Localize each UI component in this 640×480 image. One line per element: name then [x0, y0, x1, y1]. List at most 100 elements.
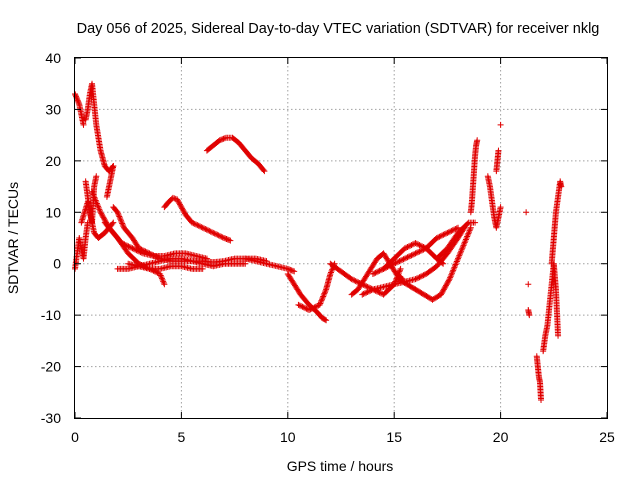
- y-tick-label: 20: [45, 153, 61, 169]
- data-point-marker: [153, 253, 160, 260]
- x-tick-label: 10: [280, 429, 296, 445]
- series-arc-x: [467, 137, 481, 216]
- data-point-marker: [381, 265, 388, 272]
- data-point-marker: [96, 206, 103, 213]
- data-point-marker: [448, 270, 455, 277]
- data-point-marker: [417, 273, 424, 280]
- data-point-marker: [314, 303, 321, 310]
- data-point-marker: [298, 303, 305, 310]
- data-point-marker: [433, 235, 440, 241]
- data-point-marker: [412, 240, 419, 247]
- data-point-marker: [100, 214, 107, 221]
- data-point-marker: [323, 317, 330, 324]
- data-point-marker: [375, 289, 382, 295]
- data-point-marker: [383, 264, 390, 271]
- data-point-marker: [117, 216, 124, 223]
- data-point-marker: [352, 278, 359, 285]
- data-point-marker: [174, 197, 181, 204]
- data-point-marker: [437, 233, 444, 240]
- data-point-marker: [116, 214, 123, 221]
- data-point-marker: [92, 197, 99, 204]
- data-point-marker: [459, 245, 466, 252]
- data-point-marker: [395, 258, 402, 265]
- series-arc-m: [203, 134, 268, 175]
- data-point-marker: [215, 232, 222, 239]
- data-point-marker: [201, 225, 208, 232]
- data-point-marker: [391, 260, 398, 267]
- data-point-marker: [465, 229, 472, 236]
- data-point-marker: [179, 206, 186, 213]
- data-point-marker: [115, 210, 122, 217]
- data-point-marker: [319, 294, 326, 301]
- data-point-marker: [221, 135, 228, 142]
- data-point-marker: [321, 289, 328, 296]
- data-point-marker: [126, 244, 133, 250]
- y-tick-label: -10: [41, 307, 61, 323]
- data-point-marker: [449, 227, 456, 234]
- axis-ticks: 0 5 10 15 20 25 -30 -20 -10 0 10 20 30 40: [41, 50, 615, 445]
- data-point-marker: [442, 282, 449, 289]
- data-point-marker: [443, 230, 450, 237]
- series-arc-ab: [533, 353, 545, 403]
- data-point-marker: [439, 232, 446, 239]
- series-arc-a: [72, 219, 91, 272]
- data-point-marker: [94, 201, 101, 208]
- data-point-marker: [98, 210, 105, 217]
- data-point-marker: [118, 217, 125, 224]
- data-point-marker: [538, 397, 545, 403]
- data-marks: [72, 80, 565, 403]
- data-point-marker: [526, 312, 533, 319]
- x-tick-label: 5: [178, 429, 186, 445]
- data-point-marker: [203, 226, 210, 233]
- data-point-marker: [327, 269, 334, 276]
- data-point-marker: [380, 265, 387, 272]
- data-point-marker: [525, 281, 532, 288]
- data-point-marker: [413, 240, 420, 247]
- data-point-marker: [218, 233, 225, 240]
- data-point-marker: [416, 274, 423, 281]
- x-tick-label: 25: [599, 429, 615, 445]
- data-point-marker: [261, 168, 268, 175]
- data-point-marker: [288, 267, 295, 274]
- data-point-marker: [442, 283, 449, 290]
- data-point-marker: [409, 251, 416, 258]
- data-point-marker: [160, 278, 167, 285]
- data-point-marker: [450, 265, 457, 272]
- series-arc-w: [433, 219, 479, 262]
- series-arc-l: [161, 194, 234, 244]
- data-point-marker: [467, 226, 474, 233]
- data-point-marker: [455, 254, 462, 261]
- data-point-marker: [375, 268, 382, 275]
- data-point-marker: [415, 274, 422, 281]
- y-tick-label: 10: [45, 204, 61, 220]
- data-point-marker: [465, 230, 472, 237]
- data-point-marker: [312, 303, 319, 310]
- data-point-marker: [351, 277, 358, 284]
- data-point-marker: [135, 245, 142, 252]
- data-point-marker: [413, 249, 420, 256]
- series-arc-aa: [525, 307, 533, 319]
- data-point-marker: [453, 259, 460, 266]
- data-point-marker: [467, 224, 474, 231]
- data-point-marker: [317, 300, 324, 307]
- data-point-marker: [367, 287, 374, 294]
- data-point-marker: [120, 240, 127, 247]
- data-point-marker: [310, 305, 317, 312]
- data-point-marker: [178, 204, 185, 211]
- data-point-marker: [125, 243, 132, 250]
- data-point-marker: [199, 265, 206, 272]
- data-point-marker: [416, 248, 423, 255]
- data-point-marker: [438, 291, 445, 298]
- data-point-marker: [371, 270, 378, 277]
- data-point-marker: [151, 253, 158, 259]
- data-point-marker: [368, 287, 375, 294]
- data-point-marker: [122, 242, 129, 249]
- data-point-marker: [460, 242, 467, 249]
- data-point-marker: [90, 191, 97, 198]
- data-point-marker: [447, 274, 454, 281]
- data-point-marker: [110, 163, 117, 169]
- data-point-marker: [396, 258, 403, 265]
- data-point-marker: [223, 236, 230, 243]
- data-point-marker: [347, 275, 354, 282]
- grid-lines: [75, 58, 607, 418]
